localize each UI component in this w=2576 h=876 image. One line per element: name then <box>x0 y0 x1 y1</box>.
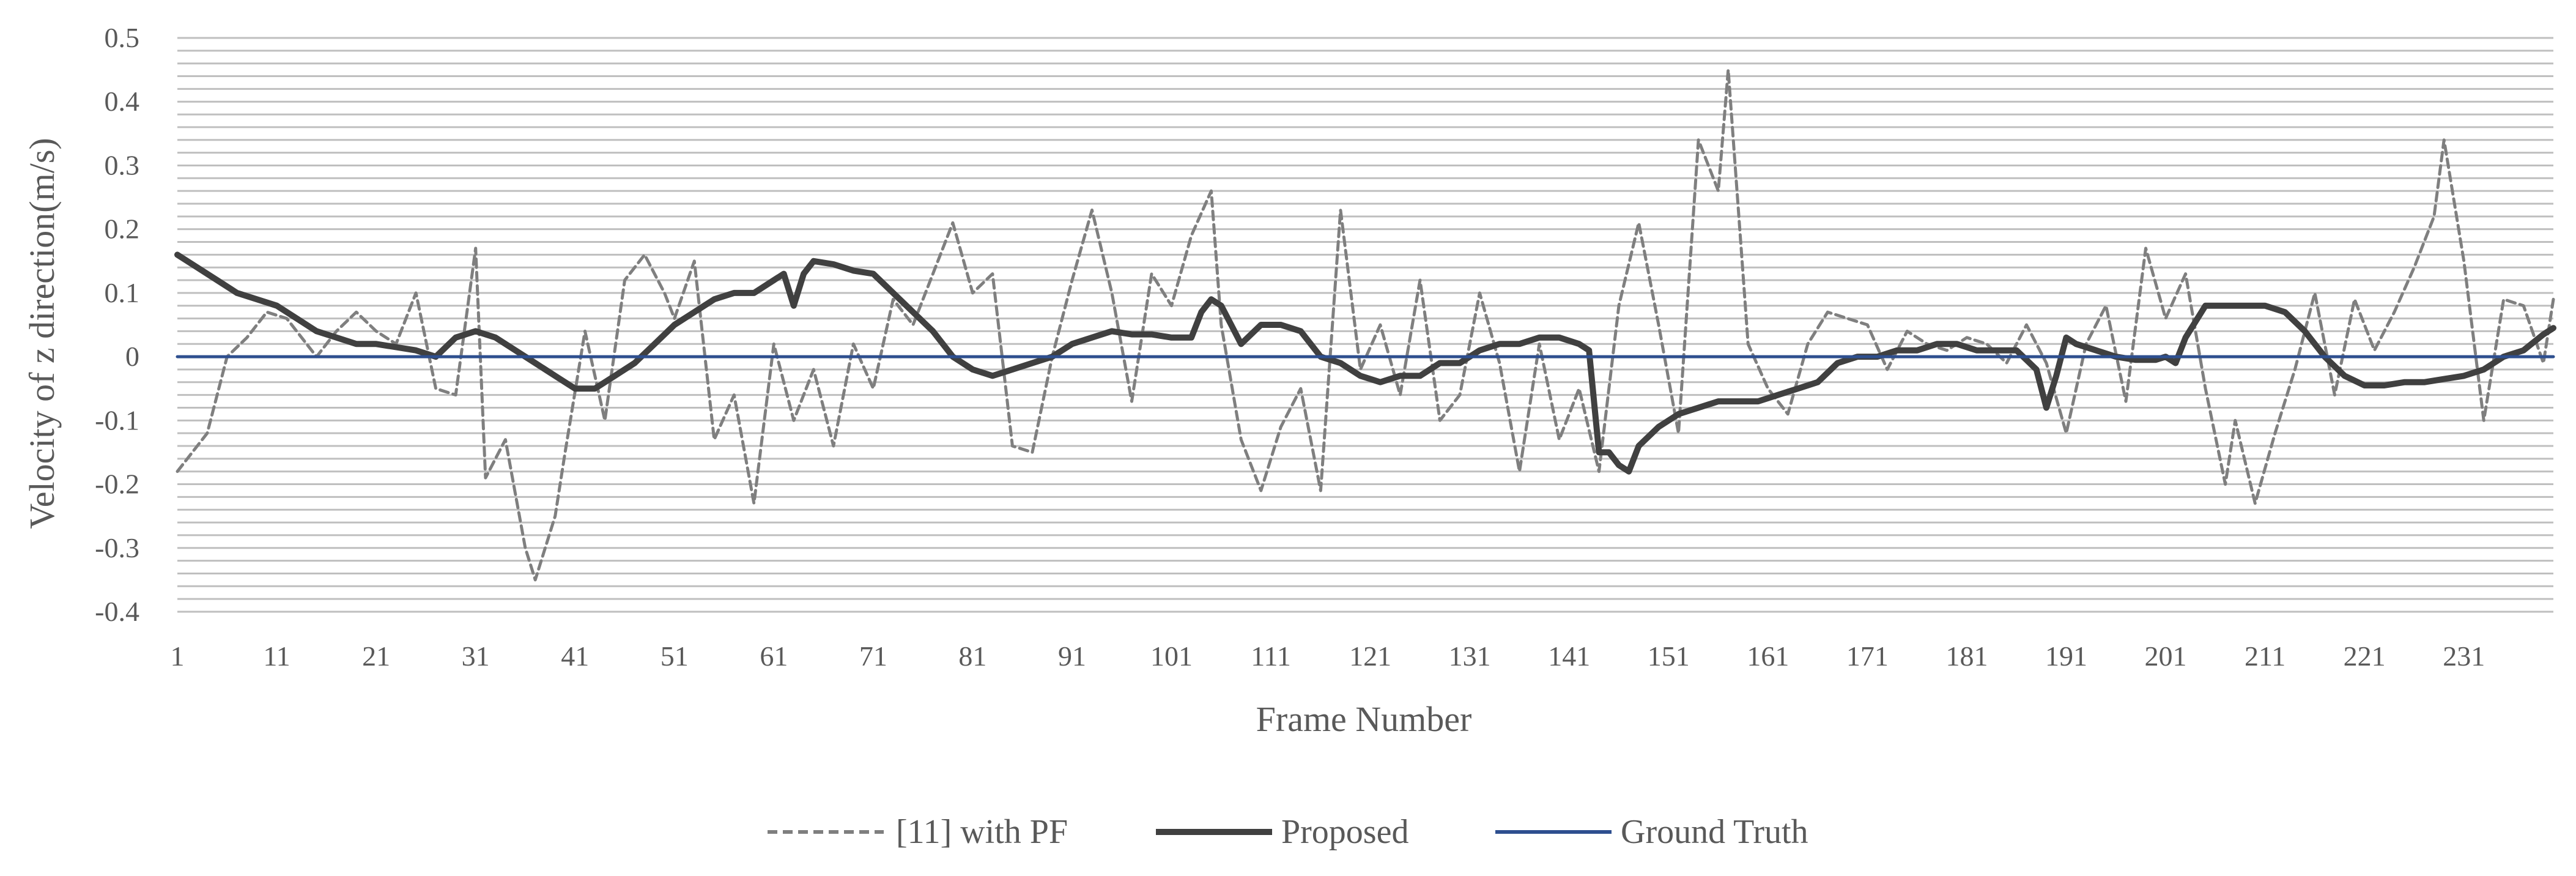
x-tick-label: 151 <box>1648 640 1690 672</box>
x-tick-label: 61 <box>760 640 788 672</box>
x-tick-label: 91 <box>1058 640 1086 672</box>
y-axis-title: Velocity of z direction(m/s) <box>22 138 62 529</box>
y-tick-label: 0.5 <box>105 22 140 53</box>
y-tick-label: -0.2 <box>95 469 139 500</box>
x-tick-label: 181 <box>1945 640 1988 672</box>
x-tick-label: 81 <box>958 640 986 672</box>
x-tick-label: 201 <box>2145 640 2187 672</box>
x-tick-label: 131 <box>1449 640 1491 672</box>
y-tick-label: 0.3 <box>105 149 140 180</box>
y-axis-ticks: 0.5 0.4 0.3 0.2 0.1 0 -0.1 -0.2 -0.3 -0.4 <box>95 22 139 627</box>
series-line-baseline-pf <box>176 68 2555 582</box>
y-tick-label: 0 <box>125 341 139 372</box>
x-tick-label: 51 <box>661 640 689 672</box>
x-tick-label: 211 <box>2245 640 2285 672</box>
y-tick-label: -0.4 <box>95 596 139 627</box>
x-tick-label: 101 <box>1150 640 1193 672</box>
legend-label-proposed: Proposed <box>1281 813 1408 851</box>
y-tick-label: 0.1 <box>105 277 140 308</box>
x-axis-title: Frame Number <box>1256 699 1472 739</box>
x-tick-label: 191 <box>2045 640 2087 672</box>
x-tick-label: 11 <box>263 640 290 672</box>
y-tick-label: 0.2 <box>105 213 140 245</box>
gridlines <box>177 37 2553 613</box>
x-tick-label: 231 <box>2443 640 2485 672</box>
x-tick-label: 141 <box>1548 640 1590 672</box>
series-lines <box>174 68 2556 582</box>
x-tick-label: 161 <box>1747 640 1789 672</box>
legend: [11] with PF Proposed Ground Truth <box>768 813 1808 851</box>
legend-label-ground-truth: Ground Truth <box>1621 813 1808 851</box>
legend-label-baseline-pf: [11] with PF <box>896 813 1068 851</box>
x-tick-label: 31 <box>462 640 490 672</box>
x-tick-label: 111 <box>1251 640 1291 672</box>
x-tick-label: 41 <box>561 640 589 672</box>
series-line-proposed <box>174 251 2556 475</box>
y-tick-label: -0.3 <box>95 532 139 563</box>
y-tick-label: -0.1 <box>95 404 139 436</box>
x-tick-label: 71 <box>859 640 887 672</box>
y-tick-label: 0.4 <box>105 86 140 117</box>
x-tick-label: 171 <box>1846 640 1889 672</box>
x-tick-label: 21 <box>362 640 390 672</box>
x-tick-label: 121 <box>1349 640 1391 672</box>
x-tick-label: 1 <box>171 640 185 672</box>
x-axis-ticks: 1 11 21 31 41 51 61 71 81 91 101 111 121 131 141 151 161… <box>171 640 2485 672</box>
x-tick-label: 221 <box>2344 640 2386 672</box>
